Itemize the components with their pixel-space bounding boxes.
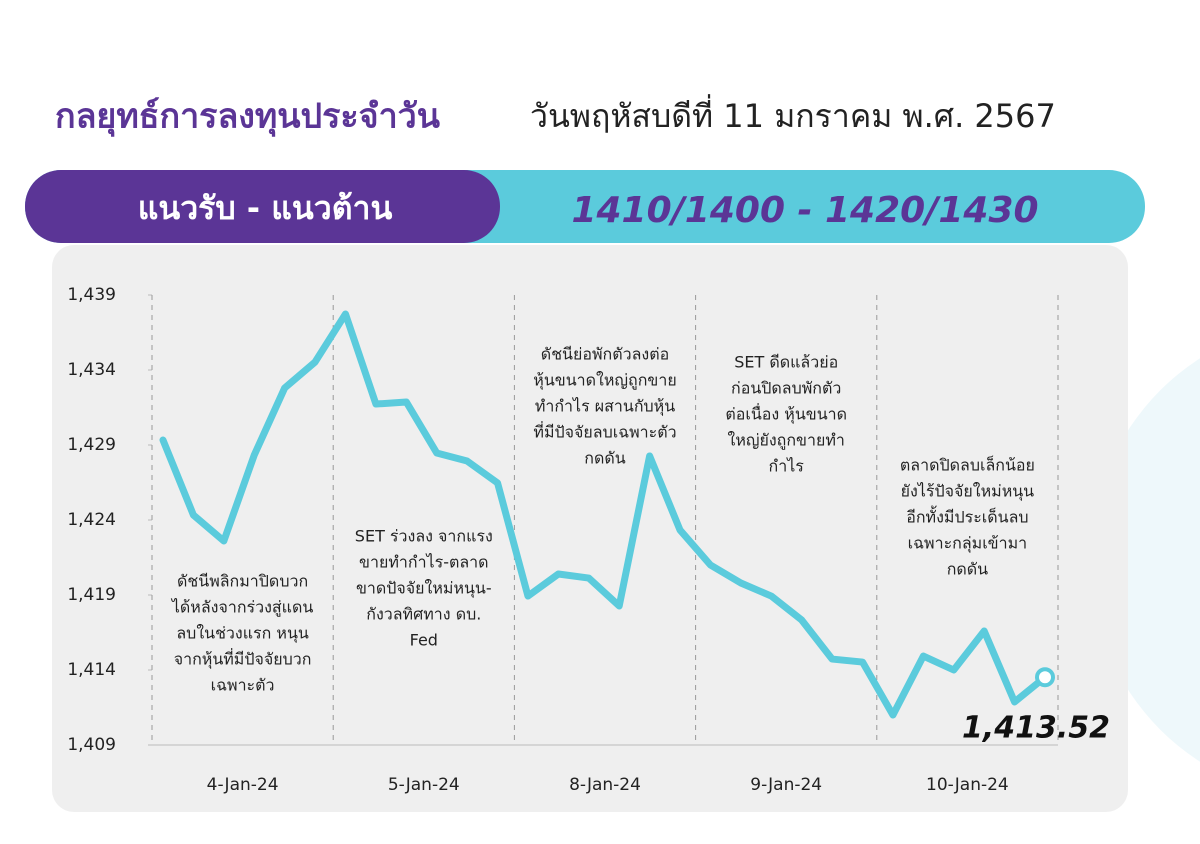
x-tick-label: 9-Jan-24: [750, 775, 822, 795]
annotation: กดดัน: [947, 560, 988, 579]
annotation: ก่อนปิดลบพักตัว: [731, 379, 841, 398]
y-tick-label: 1,419: [67, 585, 116, 605]
y-tick-label: 1,429: [67, 435, 116, 455]
banner-label-bg: [25, 170, 500, 243]
y-tick-label: 1,414: [67, 660, 116, 680]
annotation: จากหุ้นที่มีปัจจัยบวก: [174, 648, 312, 670]
x-tick-label: 8-Jan-24: [569, 775, 641, 795]
annotation: Fed: [410, 631, 438, 650]
annotation: ต่อเนื่อง หุ้นขนาด: [725, 403, 847, 425]
y-tick-label: 1,424: [67, 510, 116, 530]
annotation: ตลาดปิดลบเล็กน้อย: [900, 455, 1035, 475]
annotation: ยังไร้ปัจจัยใหม่หนุน: [901, 482, 1035, 502]
chart-panel: [52, 245, 1128, 812]
annotation: ได้หลังจากร่วงสู่แดน: [170, 598, 314, 618]
annotation: กังวลทิศทาง ดบ.: [366, 605, 481, 624]
plot: 1,409 1,414 1,419 1,424 1,429 1,434 1,439 4-Jan…: [67, 285, 1110, 795]
title: กลยุทธ์การลงทุนประจำวัน: [55, 97, 440, 138]
annotation: เฉพาะกลุ่มเข้ามา: [908, 534, 1027, 554]
end-marker: [1035, 667, 1055, 688]
annotation: หุ้นขนาดใหญ่ถูกขาย: [533, 371, 676, 391]
date: วันพฤหัสบดีที่ 11 มกราคม พ.ศ. 2567: [530, 94, 1056, 135]
y-tick-label: 1,439: [67, 285, 116, 305]
annotation: SET ร่วงลง จากแรง: [355, 527, 493, 546]
line: [159, 310, 1049, 719]
annotation: ลบในช่วงแรก หนุน: [176, 624, 309, 644]
annotation: เฉพาะตัว: [211, 676, 275, 695]
annotation: SET ดีดแล้วย่อ: [734, 353, 838, 372]
annotation: กดดัน: [584, 449, 625, 468]
y-tick-label: 1,434: [67, 360, 116, 380]
annotation: ขาดปัจจัยใหม่หนุน-: [356, 579, 492, 599]
banner-levels: 1410/1400 - 1420/1430: [571, 190, 1038, 231]
x-tick-label: 5-Jan-24: [388, 775, 460, 795]
x-tick-label: 4-Jan-24: [207, 775, 279, 795]
annotation: อีกทั้งมีประเด็นลบ: [906, 506, 1028, 527]
annotation: ขายทำกำไร-ตลาด: [359, 553, 488, 572]
annotation: ดัชนีย่อพักตัวลงต่อ: [541, 345, 669, 364]
annotation: กำไร: [769, 457, 805, 476]
value-label: 1,413.52: [962, 711, 1110, 746]
annotation: ที่มีปัจจัยลบเฉพาะตัว: [533, 421, 676, 442]
annotation: ทำกำไร ผสานกับหุ้น: [535, 397, 675, 417]
banner-label: แนวรับ - แนวต้าน: [138, 189, 393, 227]
y-tick-label: 1,409: [67, 735, 116, 755]
annotation: ใหญ่ยังถูกขายทำ: [728, 431, 845, 451]
x-tick-label: 10-Jan-24: [926, 775, 1009, 795]
annotation: ดัชนีพลิกมาปิดบวก: [177, 572, 308, 591]
